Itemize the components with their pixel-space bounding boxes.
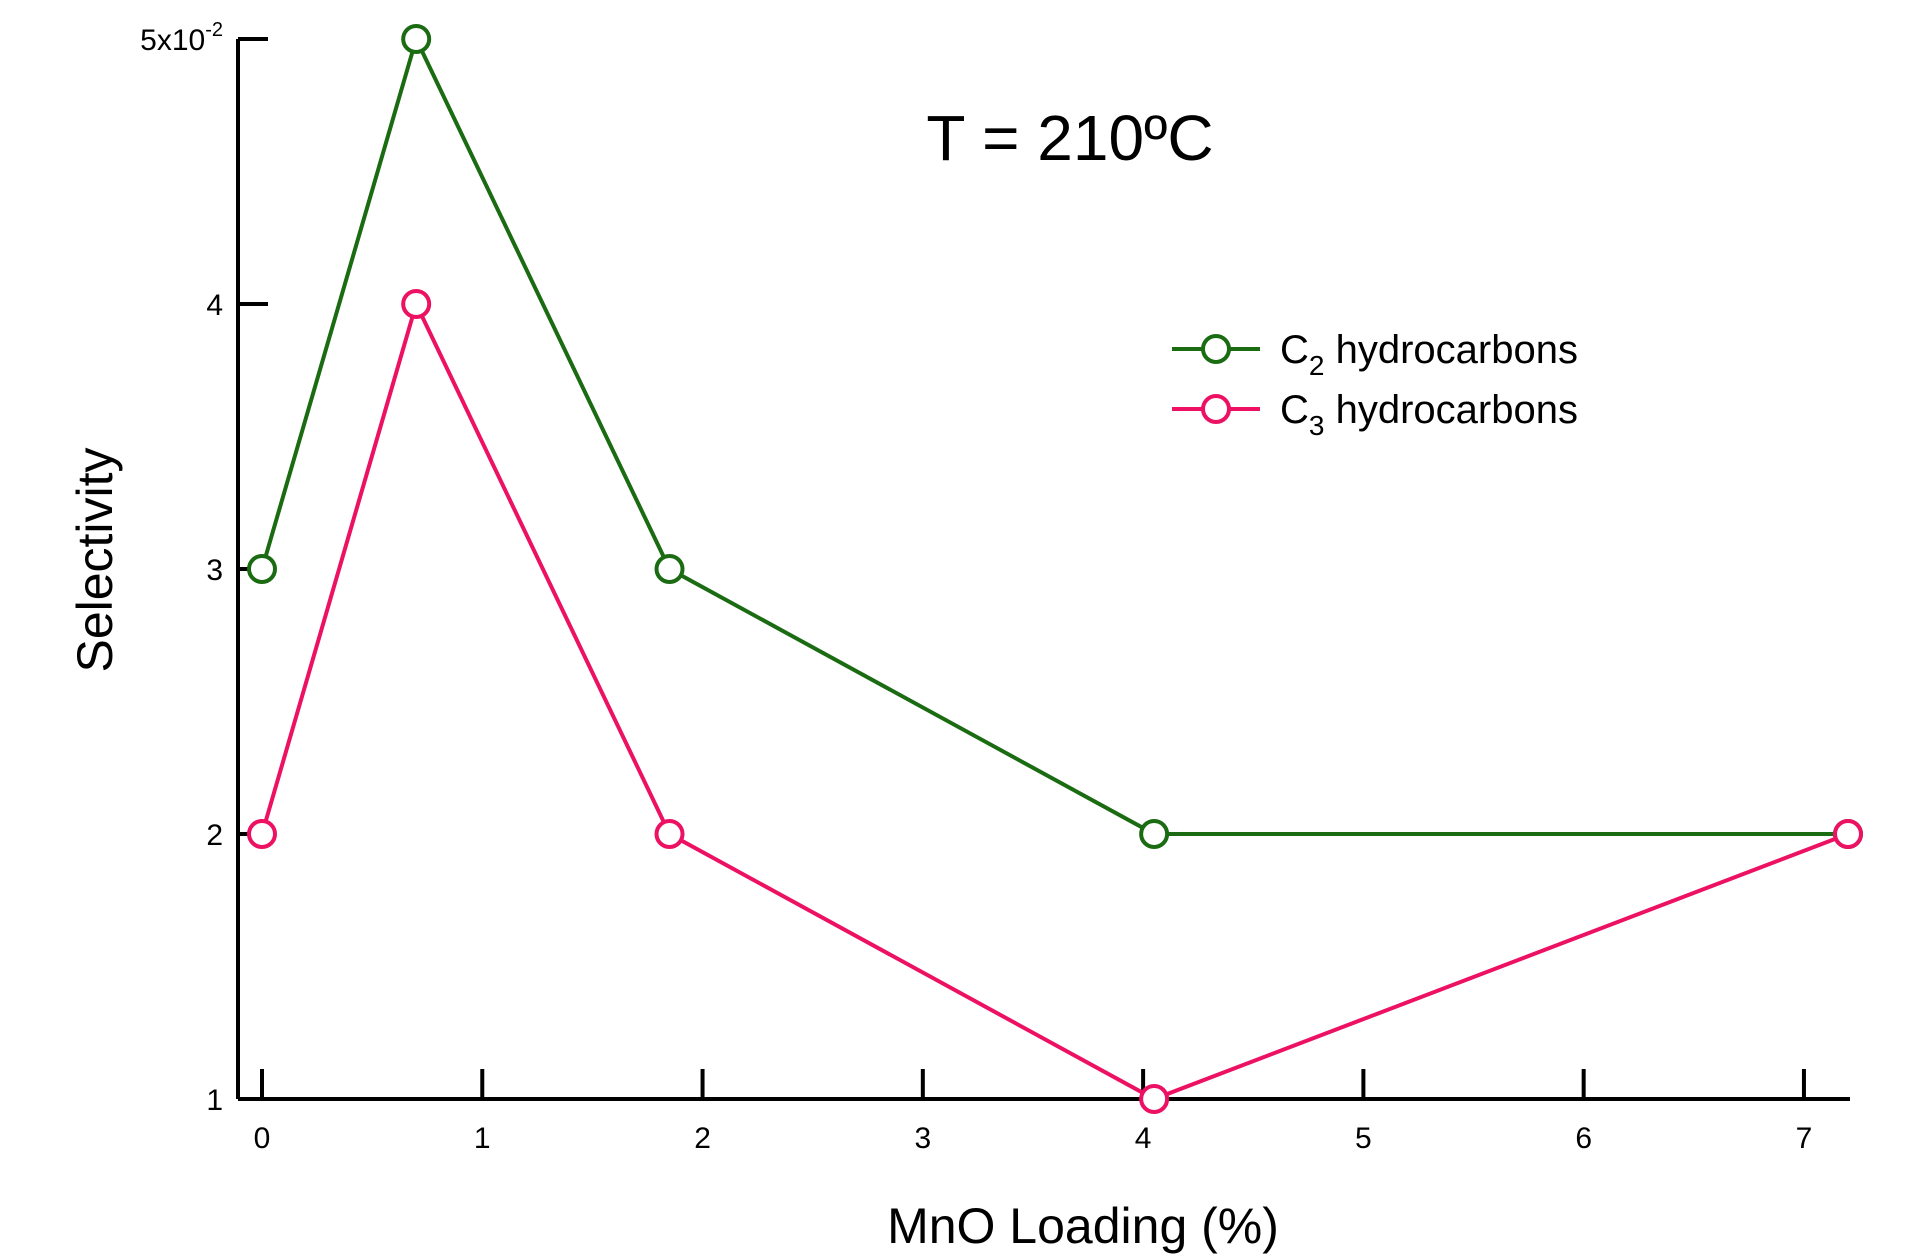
series-line [260,298,1849,1102]
x-tick-label: 3 [914,1122,931,1155]
data-point [654,819,685,849]
legend-label-main: C [1280,328,1309,372]
legend-label-rest: hydrocarbons [1324,388,1577,432]
data-point [247,819,277,849]
y-tick-label-main: 3 [206,554,223,587]
data-point [654,554,685,584]
data-point [401,24,432,54]
axes [236,39,1850,1101]
x-tick-label: 1 [474,1122,491,1155]
x-tick-label: 5 [1355,1122,1372,1155]
data-point [401,289,432,319]
y-tick-label-main: 4 [206,289,223,322]
legend-marker [1201,334,1231,364]
temperature-annotation: T = 210ºC [926,102,1213,174]
x-tick-label: 6 [1575,1122,1592,1155]
legend-item: C2 hydrocarbons [1172,328,1578,381]
y-tick-label-main: 1 [206,1084,223,1117]
data-point [1833,819,1863,849]
legend-item: C3 hydrocarbons [1172,388,1578,441]
legend-label-rest: hydrocarbons [1324,328,1577,372]
y-tick-label: 3 [206,554,223,587]
legend-label: C3 hydrocarbons [1280,388,1578,441]
data-point [1139,1084,1170,1114]
y-tick-label: 1 [206,1084,223,1117]
y-tick-label: 4 [206,289,223,322]
legend-marker [1201,394,1231,424]
y-tick-label: 5x10-2 [140,19,223,57]
x-tick-label: 4 [1135,1122,1152,1155]
y-tick-label: 2 [206,819,223,852]
y-axis-title: Selectivity [67,447,123,672]
x-tick-label: 2 [694,1122,711,1155]
y-tick-label-exponent: -2 [205,19,223,41]
series-group [247,24,1863,1114]
legend-label-subscript: 2 [1309,350,1325,381]
x-ticks: 0 1 2 3 4 5 6 7 [254,1069,1813,1155]
legend-label: C2 hydrocarbons [1280,328,1578,381]
x-tick-label: 7 [1796,1122,1813,1155]
y-tick-label-main: 5x10 [140,24,205,57]
data-point [247,554,277,584]
series-2 [247,289,1863,1114]
y-tick-label-main: 2 [206,819,223,852]
legend-label-main: C [1280,388,1309,432]
data-point [1139,819,1170,849]
x-tick-label: 0 [254,1122,271,1155]
legend-label-subscript: 3 [1309,410,1325,441]
x-axis-title: MnO Loading (%) [887,1198,1279,1254]
